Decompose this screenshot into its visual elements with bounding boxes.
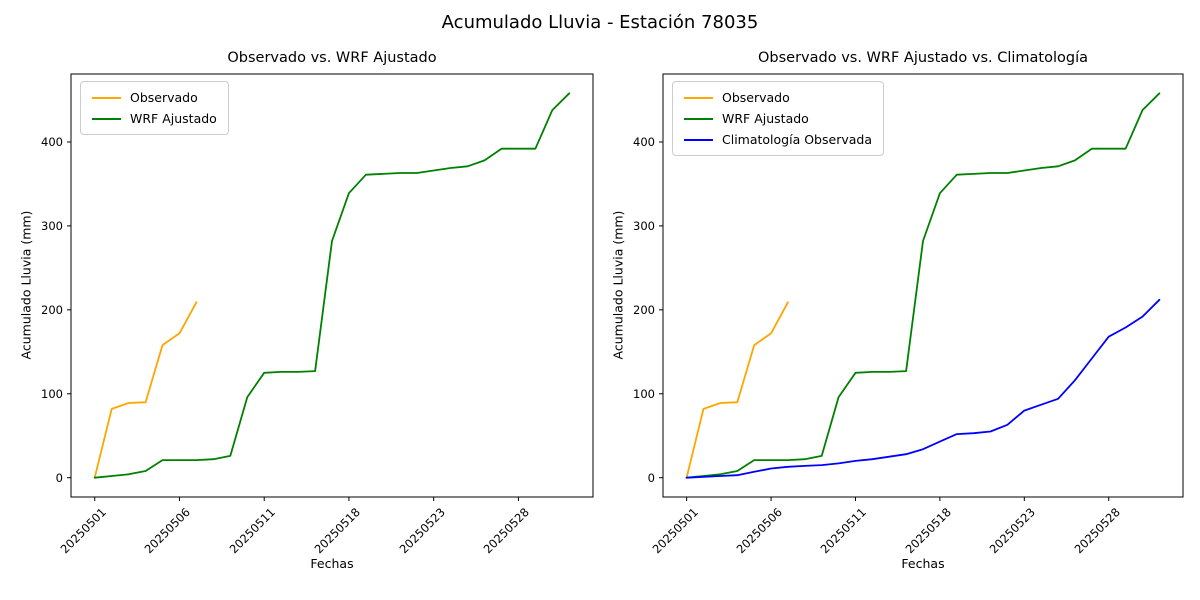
y-tick-label: 400 — [633, 134, 655, 149]
left-legend: Observado WRF Ajustado — [80, 81, 229, 135]
y-tick-label: 300 — [633, 218, 655, 233]
y-tick-label: 100 — [41, 386, 63, 401]
y-tick-label: 200 — [41, 302, 63, 317]
y-tick-label: 100 — [633, 386, 655, 401]
y-tick-label: 400 — [41, 134, 63, 149]
climatologia-line-swatch — [684, 138, 713, 141]
legend-label: Climatología Observada — [722, 132, 872, 147]
y-tick-label: 300 — [41, 218, 63, 233]
legend-entry-climatologia: Climatología Observada — [684, 132, 872, 147]
legend-label: Observado — [130, 90, 198, 105]
series-line-climatolog-a-observada — [685, 298, 1161, 479]
legend-label: Observado — [722, 90, 790, 105]
axes-frame — [70, 73, 594, 498]
y-tick-label: 200 — [633, 302, 655, 317]
wrf-line-swatch — [92, 117, 121, 120]
figure-title: Acumulado Lluvia - Estación 78035 — [441, 12, 759, 33]
left-plot-title: Observado vs. WRF Ajustado — [227, 50, 437, 66]
y-tick-label: 0 — [647, 470, 655, 485]
right-x-axis-label: Fechas — [901, 556, 945, 571]
right-plot-title: Observado vs. WRF Ajustado vs. Climatolo… — [758, 50, 1088, 66]
legend-entry-wrf-ajustado: WRF Ajustado — [684, 111, 872, 126]
legend-entry-observado: Observado — [684, 90, 872, 105]
legend-label: WRF Ajustado — [130, 111, 217, 126]
y-tick-label: 0 — [55, 470, 63, 485]
series-line-wrf-ajustado — [685, 92, 1161, 479]
legend-label: WRF Ajustado — [722, 111, 809, 126]
axes-frame — [662, 73, 1184, 498]
legend-entry-wrf-ajustado: WRF Ajustado — [92, 111, 217, 126]
legend-entry-observado: Observado — [92, 90, 217, 105]
series-line-observado — [93, 301, 198, 479]
left-x-axis-label: Fechas — [310, 556, 354, 571]
right-legend: Observado WRF Ajustado Climatología Obse… — [672, 81, 884, 156]
observado-line-swatch — [92, 96, 121, 99]
series-line-observado — [685, 301, 789, 479]
series-line-wrf-ajustado — [93, 92, 571, 479]
wrf-line-swatch — [684, 117, 713, 120]
observado-line-swatch — [684, 96, 713, 99]
